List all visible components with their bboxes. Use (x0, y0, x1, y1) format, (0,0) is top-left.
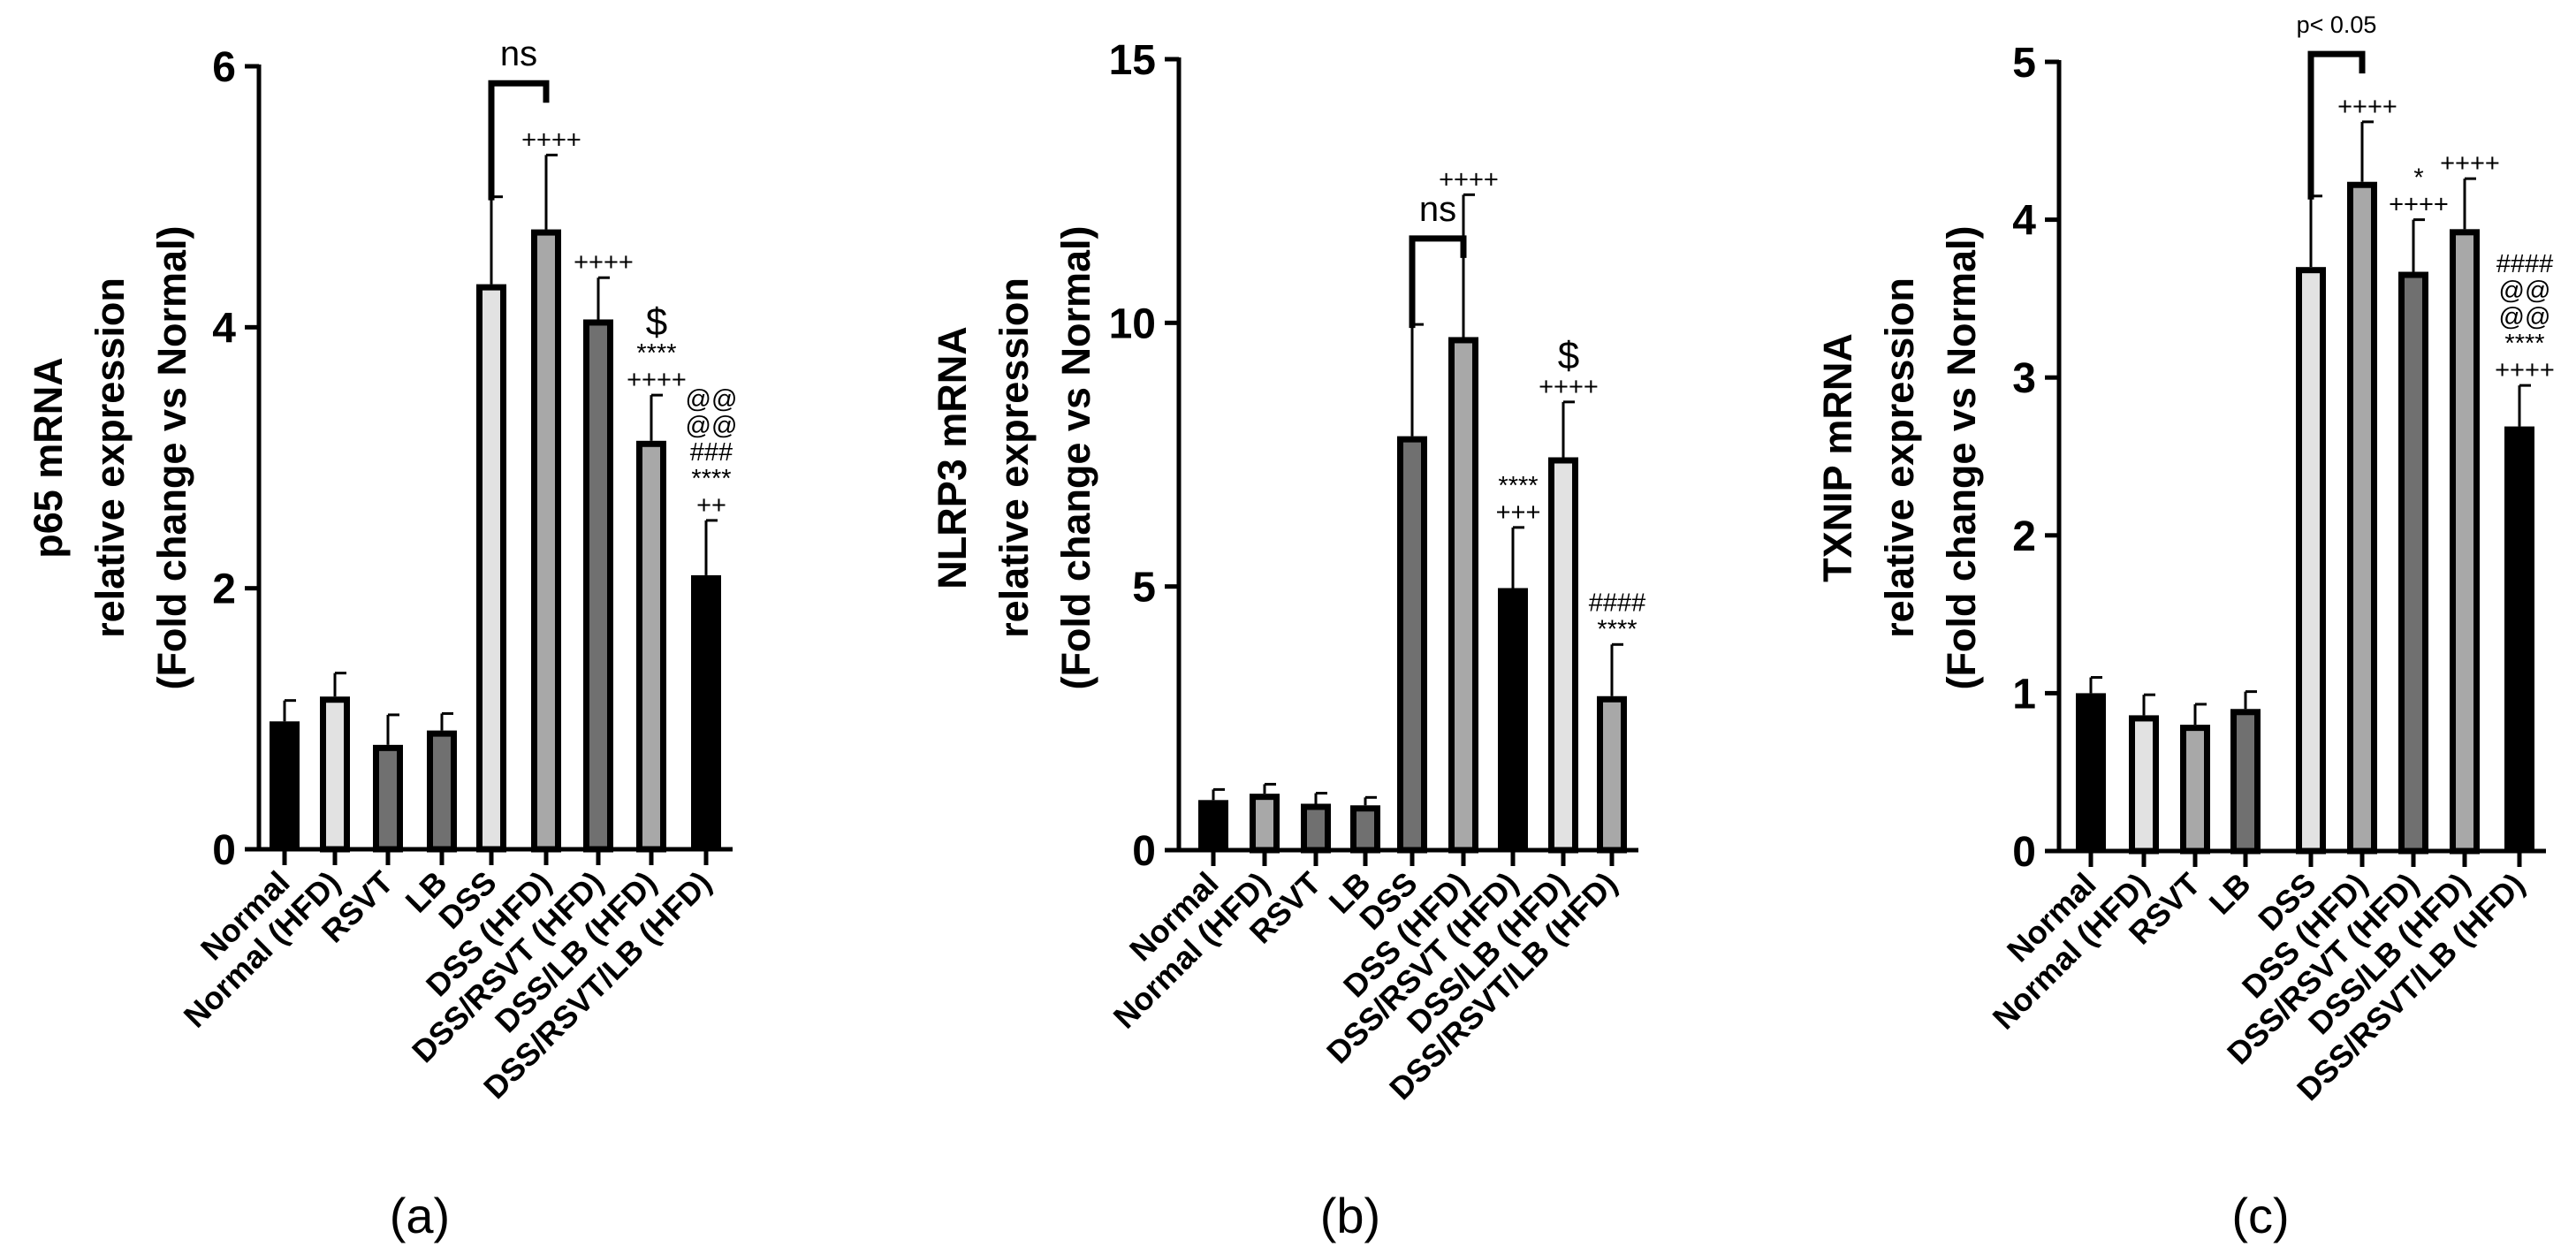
significance-annotation: ++++ (2495, 356, 2555, 384)
y-tick-label: 4 (2012, 198, 2036, 245)
y-tick-label: 2 (2012, 513, 2036, 560)
significance-annotation: **** (691, 465, 731, 493)
panel-label: (b) (1320, 1188, 1380, 1243)
bar (2076, 693, 2106, 851)
significance-bracket (1409, 235, 1467, 329)
y-axis-label-line: p65 mRNA (26, 357, 71, 559)
significance-annotation: @@ (686, 412, 738, 440)
significance-annotation: +++ (1496, 498, 1541, 527)
significance-annotation: ++++ (2337, 93, 2397, 121)
significance-annotation: ++++ (1439, 165, 1499, 194)
bar (1597, 695, 1627, 854)
bracket-label: p< 0.05 (2297, 11, 2377, 38)
y-tick-label: 15 (1109, 37, 1156, 84)
y-axis-label-line: (Fold change vs Normal) (1939, 225, 1984, 689)
y-tick-label: 5 (2012, 40, 2036, 87)
bar (691, 574, 721, 849)
y-axis-label-line: relative expression (87, 277, 133, 638)
bar (320, 696, 350, 853)
bar (1250, 794, 1280, 854)
bracket-label: ns (500, 34, 537, 73)
significance-annotation: **** (636, 339, 676, 368)
y-axis-label-line: (Fold change vs Normal) (1053, 225, 1098, 689)
bar (2230, 709, 2261, 855)
significance-annotation: ++ (696, 491, 726, 520)
y-tick-label: 6 (212, 44, 236, 91)
significance-annotation: $ (1558, 334, 1579, 377)
bracket-label: ns (1419, 190, 1456, 229)
y-axis-label-line: relative expression (1877, 277, 1922, 638)
significance-annotation: #### (1589, 589, 1646, 617)
y-axis-label-line: (Fold change vs Normal) (149, 225, 194, 689)
significance-bracket (488, 80, 550, 201)
bar (270, 721, 300, 849)
panel-c: TXNIP mRNA relative expression (Fold chang… (1815, 11, 2555, 1243)
significance-bracket (2307, 50, 2366, 200)
bar (2504, 426, 2534, 851)
bar (1198, 800, 1228, 850)
y-tick-label: 4 (212, 305, 236, 352)
significance-annotation: @@ (2499, 303, 2551, 331)
y-tick-label: 5 (1132, 565, 1156, 612)
significance-annotation: **** (2504, 330, 2544, 358)
bar (2398, 271, 2428, 855)
bar (2129, 715, 2159, 855)
bar (531, 229, 561, 853)
panel-a: p65 mRNA relative expression (Fold change … (26, 34, 737, 1243)
bar (1397, 436, 1427, 854)
bar (1548, 457, 1578, 854)
significance-annotation: ++++ (2440, 149, 2500, 178)
significance-annotation: * (2413, 164, 2423, 193)
significance-annotation: **** (1498, 472, 1538, 500)
panel-label: (c) (2231, 1188, 2289, 1243)
y-tick-label: 0 (2012, 829, 2036, 876)
significance-annotation: @@ (2499, 277, 2551, 305)
significance-annotation: $ (646, 300, 667, 344)
y-tick-label: 10 (1109, 300, 1156, 347)
bar (2180, 725, 2210, 855)
bar (2296, 267, 2326, 855)
significance-annotation: ++++ (627, 366, 687, 394)
bar (1498, 588, 1528, 850)
bar (1350, 805, 1380, 854)
significance-annotation: **** (1597, 615, 1637, 643)
y-axis-label-line: relative expression (992, 277, 1037, 638)
significance-annotation: ++++ (574, 248, 634, 277)
y-tick-label: 1 (2012, 671, 2036, 718)
significance-annotation: @@ (686, 385, 738, 414)
significance-annotation: ++++ (1539, 373, 1599, 401)
y-tick-label: 2 (212, 566, 236, 613)
significance-annotation: ++++ (2389, 191, 2449, 219)
bar (583, 319, 613, 853)
y-axis-label-line: TXNIP mRNA (1815, 333, 1860, 582)
bar (1301, 803, 1331, 854)
y-tick-label: 3 (2012, 355, 2036, 402)
bar (2347, 181, 2377, 855)
significance-annotation: ### (690, 438, 733, 467)
significance-annotation: ++++ (521, 125, 581, 154)
y-tick-label: 0 (212, 827, 236, 874)
significance-annotation: #### (2496, 250, 2554, 278)
bar (2450, 229, 2480, 855)
panel-b: NLRP3 mRNA relative expression (Fold chang… (930, 37, 1645, 1243)
bar (636, 440, 666, 853)
bar (373, 744, 403, 853)
x-tick-label: LB (2202, 866, 2258, 922)
bar (427, 730, 457, 853)
y-tick-label: 0 (1132, 828, 1156, 875)
bar (1448, 337, 1478, 854)
y-axis-label-line: NLRP3 mRNA (930, 326, 975, 589)
panel-label: (a) (390, 1188, 450, 1243)
bar (476, 284, 506, 853)
